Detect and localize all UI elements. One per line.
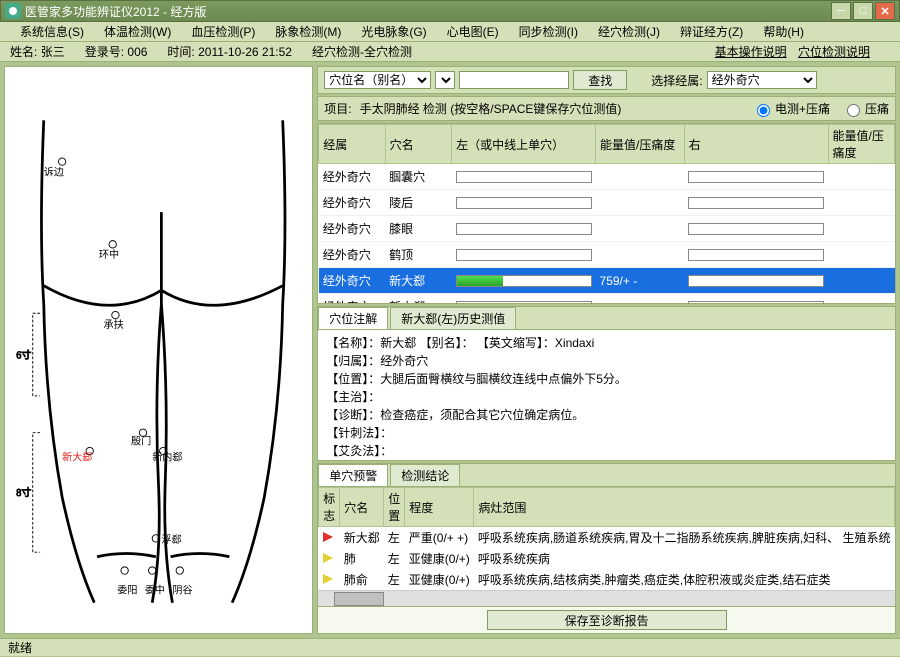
patient-name: 姓名: 张三: [10, 43, 65, 60]
acupoint-label: 新大郄: [62, 450, 92, 463]
menu-sync[interactable]: 同步检测(I): [509, 23, 588, 40]
project-label: 项目:: [324, 100, 351, 117]
find-button[interactable]: 查找: [573, 70, 627, 90]
acupoint-marker[interactable]: [121, 567, 128, 574]
menu-optical[interactable]: 光电脉象(G): [351, 23, 436, 40]
table-row[interactable]: 经外奇穴新内郄: [319, 294, 895, 305]
acupoint-marker[interactable]: [176, 567, 183, 574]
table-header[interactable]: 能量值/压痛度: [596, 125, 685, 164]
acupoint-label: 诉边: [44, 165, 64, 178]
alert-header[interactable]: 病灶范围: [474, 488, 895, 527]
menu-temp[interactable]: 体温检测(W): [94, 23, 181, 40]
menu-help[interactable]: 帮助(H): [753, 23, 814, 40]
alert-row[interactable]: 肺左亚健康(0/+)呼吸系统疾病: [319, 548, 895, 569]
close-button[interactable]: ✕: [875, 2, 895, 20]
minimize-button[interactable]: ─: [831, 2, 851, 20]
measure-label: 8寸: [16, 486, 31, 499]
alert-header[interactable]: 标志: [319, 488, 340, 527]
window-title: 医管家多功能辨证仪2012 - 经方版: [25, 3, 829, 20]
acupoint-marker[interactable]: [112, 311, 119, 318]
table-row[interactable]: 经外奇穴腘囊穴: [319, 164, 895, 190]
table-row[interactable]: 经外奇穴膝眼: [319, 216, 895, 242]
acupoint-label: 承扶: [103, 318, 123, 331]
status-text: 就绪: [8, 639, 32, 656]
alert-header[interactable]: 位置: [384, 488, 405, 527]
link-detect-help[interactable]: 穴位检测说明: [798, 45, 870, 59]
tab-history[interactable]: 新大郄(左)历史测值: [390, 307, 516, 329]
search-mode-select[interactable]: 穴位名（别名）: [324, 71, 431, 89]
project-value: 手太阴肺经 检测 (按空格/SPACE键保存穴位测值): [360, 100, 622, 117]
table-header[interactable]: 右: [684, 125, 828, 164]
table-header[interactable]: 经属: [319, 125, 385, 164]
body-diagram[interactable]: 6寸 8寸 诉边环中承扶殷门新大郄 新内郄浮郄委阳委中阴谷: [7, 69, 310, 631]
tab-single-alert[interactable]: 单穴预警: [318, 464, 388, 486]
table-row[interactable]: 经外奇穴陵后: [319, 190, 895, 216]
menu-pulse[interactable]: 脉象检测(M): [265, 23, 351, 40]
radio-pain[interactable]: 压痛: [842, 100, 889, 117]
radio-electric[interactable]: 电测+压痛: [752, 100, 830, 117]
save-report-button[interactable]: 保存至诊断报告: [487, 610, 727, 630]
acupoint-label: 殷门: [131, 435, 151, 448]
alert-header[interactable]: 穴名: [340, 488, 384, 527]
acupoint-label: 委阳: [117, 584, 137, 597]
tab-annotation[interactable]: 穴位注解: [318, 307, 388, 329]
menu-system[interactable]: 系统信息(S): [10, 23, 94, 40]
acupoint-marker[interactable]: [139, 429, 146, 436]
titlebar: 医管家多功能辨证仪2012 - 经方版 ─ □ ✕: [0, 0, 900, 22]
app-icon: [5, 3, 21, 19]
acupoint-marker[interactable]: [58, 158, 65, 165]
table-row[interactable]: 经外奇穴新大郄759/+ -: [319, 268, 895, 294]
table-header[interactable]: 能量值/压痛度: [828, 125, 894, 164]
menu-formula[interactable]: 辩证经方(Z): [670, 23, 753, 40]
flag-icon: [323, 574, 333, 584]
acupoint-label: 阴谷: [172, 585, 192, 597]
acupoint-label: 委中: [145, 584, 165, 597]
annotation-content: 【名称】：新大郄 【别名】： 【英文缩写】：Xindaxi【归属】：经外奇穴【位…: [318, 330, 895, 460]
table-header[interactable]: 左（或中线上单穴）: [452, 125, 596, 164]
alert-h-scroll[interactable]: [318, 590, 895, 606]
table-header[interactable]: 穴名: [385, 125, 451, 164]
alert-box: 单穴预警 检测结论 标志穴名位置程度病灶范围 新大郄左严重(0/+ +)呼吸系统…: [317, 463, 896, 634]
measure-label: 6寸: [16, 348, 31, 361]
annotation-box: 穴位注解 新大郄(左)历史测值 【名称】：新大郄 【别名】： 【英文缩写】：Xi…: [317, 306, 896, 461]
meridian-label: 选择经属:: [651, 72, 702, 89]
acupoint-label: 环中: [99, 248, 119, 261]
acupoint-marker[interactable]: [149, 567, 156, 574]
menu-bp[interactable]: 血压检测(P): [181, 23, 265, 40]
meridian-select[interactable]: 经外奇穴: [707, 71, 817, 89]
search-input[interactable]: [459, 71, 569, 89]
alert-row[interactable]: 新大郄左严重(0/+ +)呼吸系统疾病,肠道系统疾病,胃及十二指肠系统疾病,脾脏…: [319, 527, 895, 549]
alert-header[interactable]: 程度: [405, 488, 474, 527]
alert-row[interactable]: 肺俞左亚健康(0/+)呼吸系统疾病,结核病类,肿瘤类,癌症类,体腔积液或炎症类,…: [319, 569, 895, 590]
maximize-button[interactable]: □: [853, 2, 873, 20]
flag-icon: [323, 532, 333, 542]
table-row[interactable]: 经外奇穴鹤顶: [319, 242, 895, 268]
menubar: 系统信息(S) 体温检测(W) 血压检测(P) 脉象检测(M) 光电脉象(G) …: [0, 22, 900, 42]
project-row: 项目: 手太阴肺经 检测 (按空格/SPACE键保存穴位测值) 电测+压痛 压痛: [317, 96, 896, 121]
right-panel: 穴位名（别名） 查找 选择经属: 经外奇穴 项目: 手太阴肺经 检测 (按空格/…: [317, 66, 896, 634]
menu-meridian[interactable]: 经穴检测(J): [588, 23, 670, 40]
acupoint-label: 浮郄: [161, 533, 181, 546]
statusbar: 就绪: [0, 638, 900, 656]
link-basic-help[interactable]: 基本操作说明: [715, 45, 787, 59]
infobar: 姓名: 张三 登录号: 006 时间: 2011-10-26 21:52 经穴检…: [0, 42, 900, 62]
timestamp: 时间: 2011-10-26 21:52: [167, 43, 292, 60]
flag-icon: [323, 553, 333, 563]
module-name: 经穴检测-全穴检测: [312, 43, 412, 60]
login-id: 登录号: 006: [85, 43, 148, 60]
measurement-table[interactable]: 经属穴名左（或中线上单穴）能量值/压痛度右能量值/压痛度 经外奇穴腘囊穴经外奇穴…: [317, 123, 896, 304]
search-dropdown-icon[interactable]: [435, 71, 455, 89]
acupoint-marker[interactable]: [109, 241, 116, 248]
tab-conclusion[interactable]: 检测结论: [390, 464, 460, 486]
menu-ecg[interactable]: 心电图(E): [437, 23, 509, 40]
search-row: 穴位名（别名） 查找 选择经属: 经外奇穴: [317, 66, 896, 94]
main-area: 6寸 8寸 诉边环中承扶殷门新大郄 新内郄浮郄委阳委中阴谷 穴位名（别名） 查找 选…: [0, 62, 900, 638]
acupoint-label: 新内郄: [152, 450, 182, 463]
body-diagram-panel: 6寸 8寸 诉边环中承扶殷门新大郄 新内郄浮郄委阳委中阴谷: [4, 66, 313, 634]
